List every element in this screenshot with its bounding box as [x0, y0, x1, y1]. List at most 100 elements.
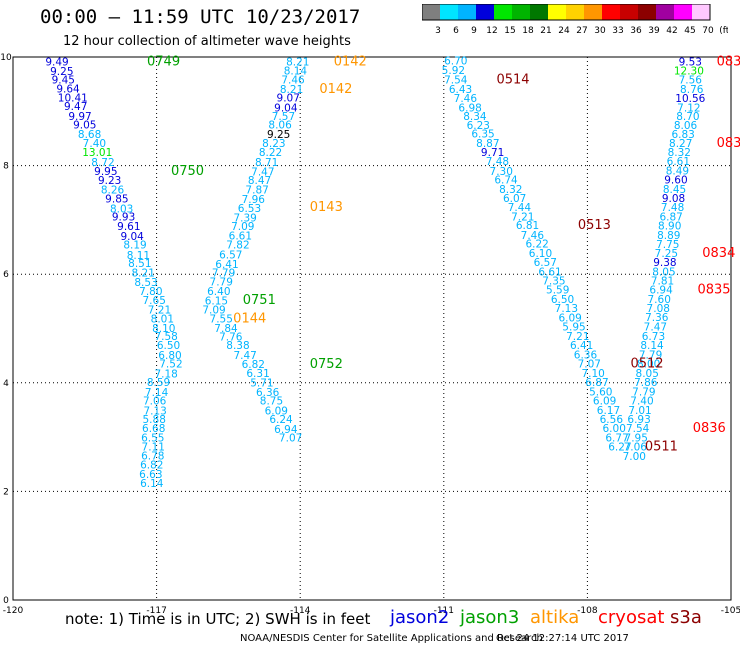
swh-value: 7.80	[139, 286, 162, 298]
scale-label: 12	[486, 26, 497, 36]
swh-value: 6.87	[659, 211, 682, 223]
swh-value: 8.59	[147, 377, 170, 389]
swh-value: 9.71	[481, 147, 504, 159]
x-tick-label: -120	[3, 606, 24, 616]
scale-label: 39	[648, 26, 660, 36]
swh-value: 9.08	[662, 193, 685, 205]
swh-value: 9.60	[664, 175, 687, 187]
y-tick-label: 6	[3, 270, 9, 280]
swh-value: 9.61	[117, 221, 140, 233]
swh-value: 8.21	[132, 267, 155, 279]
swh-value: 5.60	[589, 386, 612, 398]
swh-value: 6.83	[671, 129, 694, 141]
swh-value: 6.14	[140, 478, 164, 490]
scale-swatch	[458, 4, 476, 20]
swh-value: 8.34	[463, 111, 487, 123]
swh-value: 8.68	[78, 129, 101, 141]
swh-value: 6.41	[570, 340, 593, 352]
swh-value: 6.70	[444, 56, 467, 68]
swh-value: 6.09	[265, 405, 288, 417]
swh-value: 7.96	[242, 194, 266, 206]
header-title: 00:00 – 11:59 UTC 10/23/2017	[40, 6, 361, 28]
swh-value: 12.30	[674, 65, 704, 77]
note-text: note: 1) Time is in UTC; 2) SWH is in fe…	[65, 610, 371, 628]
swh-value: 8.38	[226, 340, 249, 352]
swh-value: 13.01	[82, 147, 112, 159]
swh-value: 9.53	[679, 57, 702, 69]
scale-label: 9	[471, 26, 477, 36]
swh-value: 6.68	[142, 423, 165, 435]
swh-value: 7.01	[628, 405, 651, 417]
time-label: 0144	[233, 312, 266, 327]
swh-value: 8.00	[637, 359, 660, 371]
scale-label: 24	[558, 26, 570, 36]
swh-value: 6.24	[269, 414, 293, 426]
swh-value: 8.32	[668, 147, 691, 159]
time-label: 0142	[319, 82, 352, 97]
x-tick-label: -111	[434, 606, 454, 616]
legend-altika: altika	[530, 607, 580, 628]
swh-value: 7.40	[83, 138, 106, 150]
swh-value: 8.71	[255, 157, 278, 169]
scale-swatch	[494, 4, 512, 20]
swh-value: 7.47	[233, 350, 256, 362]
swh-value: 6.35	[471, 128, 494, 140]
swh-value: 7.13	[555, 303, 578, 315]
scale-swatch	[620, 4, 638, 20]
swh-value: 9.97	[68, 111, 91, 123]
swh-value: 8.22	[259, 147, 282, 159]
swh-value: 6.77	[605, 432, 628, 444]
swh-value: 6.73	[642, 331, 665, 343]
swh-value: 6.22	[525, 239, 548, 251]
swh-value: 6.87	[585, 377, 608, 389]
swh-value: 8.21	[286, 57, 309, 69]
swh-value: 7.14	[145, 387, 169, 399]
swh-value: 7.47	[251, 166, 274, 178]
swh-value: 7.06	[624, 442, 648, 454]
swh-value: 6.50	[551, 294, 574, 306]
swh-value: 7.44	[508, 202, 532, 214]
time-label: 0833	[717, 55, 740, 70]
plot-frame	[12, 56, 732, 601]
swh-value: 8.06	[674, 120, 698, 132]
swh-value: 8.72	[91, 157, 114, 169]
swh-value: 9.38	[653, 257, 676, 269]
swh-value: 9.25	[267, 129, 290, 141]
swh-value: 7.60	[648, 294, 671, 306]
swh-value: 7.08	[647, 303, 670, 315]
swh-value: 7.10	[581, 368, 604, 380]
time-label: 0143	[310, 200, 343, 215]
swh-value: 6.10	[529, 248, 552, 260]
swh-value: 7.21	[148, 304, 171, 316]
swh-value: 7.18	[154, 368, 177, 380]
swh-value: 8.70	[676, 111, 699, 123]
swh-value: 7.84	[214, 323, 238, 335]
swh-value: 7.82	[226, 240, 249, 252]
scale-label: 30	[594, 26, 606, 36]
swh-value: 6.00	[603, 423, 626, 435]
swh-value: 5.92	[442, 65, 465, 77]
swh-value: 6.81	[516, 220, 539, 232]
swh-value: 8.87	[476, 138, 499, 150]
swh-value: 5.88	[143, 414, 166, 426]
header-subtitle: 12 hour collection of altimeter wave hei…	[63, 34, 351, 49]
scale-swatch	[674, 4, 692, 20]
swh-value: 7.25	[655, 248, 678, 260]
scale-label: 42	[666, 26, 677, 36]
swh-value: 7.46	[454, 93, 478, 105]
swh-value: 7.57	[272, 111, 295, 123]
swh-value: 9.47	[64, 101, 87, 113]
scale-swatch	[422, 4, 440, 20]
swh-value: 9.49	[45, 57, 68, 69]
swh-value: 7.79	[212, 267, 235, 279]
scale-swatch	[440, 4, 458, 20]
swh-value: 6.63	[139, 469, 162, 481]
scale-swatch	[512, 4, 530, 20]
swh-value: 7.79	[639, 349, 662, 361]
scale-label: 27	[576, 26, 587, 36]
swh-value: 9.85	[105, 194, 128, 206]
time-label: 0512	[630, 357, 663, 372]
swh-value: 7.81	[651, 276, 674, 288]
swh-value: 6.56	[600, 414, 624, 426]
scale-swatch	[584, 4, 602, 20]
